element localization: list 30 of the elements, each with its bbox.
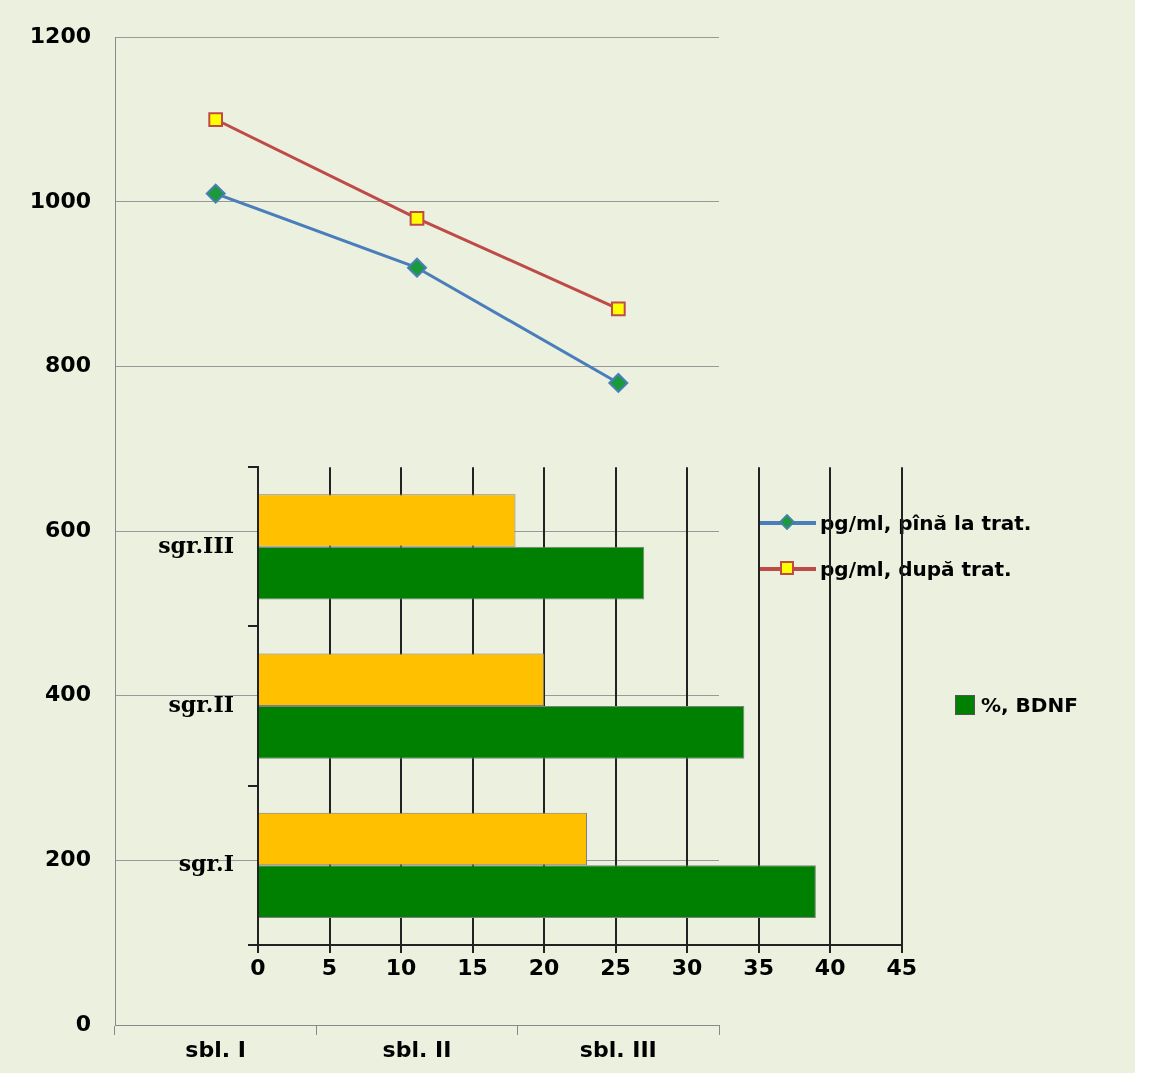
y-tick-label: 200: [45, 846, 91, 872]
x-tick-label: sbl. I: [185, 1036, 246, 1062]
y-tick-label: sgr.II: [168, 690, 234, 717]
point: [610, 301, 626, 317]
point: [409, 210, 425, 226]
x-tick-label: 0: [250, 954, 266, 980]
y-tick-label: sgr.III: [158, 531, 234, 558]
y-tick-label: 800: [45, 352, 91, 378]
x-tick-label: 25: [600, 954, 631, 980]
x-tick-label: 20: [528, 954, 560, 980]
point: [208, 112, 224, 127]
y-tick-label: 600: [45, 516, 91, 542]
y-tick-label: 1000: [29, 187, 91, 213]
y-tick-label: sgr.I: [178, 850, 234, 877]
x-tick-label: 40: [814, 954, 846, 980]
x-tick-label: 15: [457, 954, 488, 980]
x-tick-label: sbl. III: [579, 1036, 657, 1062]
x-tick-label: 30: [671, 954, 703, 980]
x-tick-label: 5: [321, 954, 338, 980]
y-tick-label: 0: [75, 1010, 91, 1036]
x-tick-label: 45: [886, 954, 917, 980]
point: [608, 372, 629, 393]
x-tick-label: sbl. II: [382, 1036, 452, 1062]
point: [205, 183, 226, 204]
x-tick-label: 35: [743, 954, 774, 980]
point: [407, 257, 427, 278]
y-tick-label: 1200: [29, 22, 91, 48]
legend-label: %, BDNF: [981, 693, 1078, 717]
y-tick-label: 400: [45, 681, 91, 707]
x-tick-label: 10: [385, 954, 417, 980]
